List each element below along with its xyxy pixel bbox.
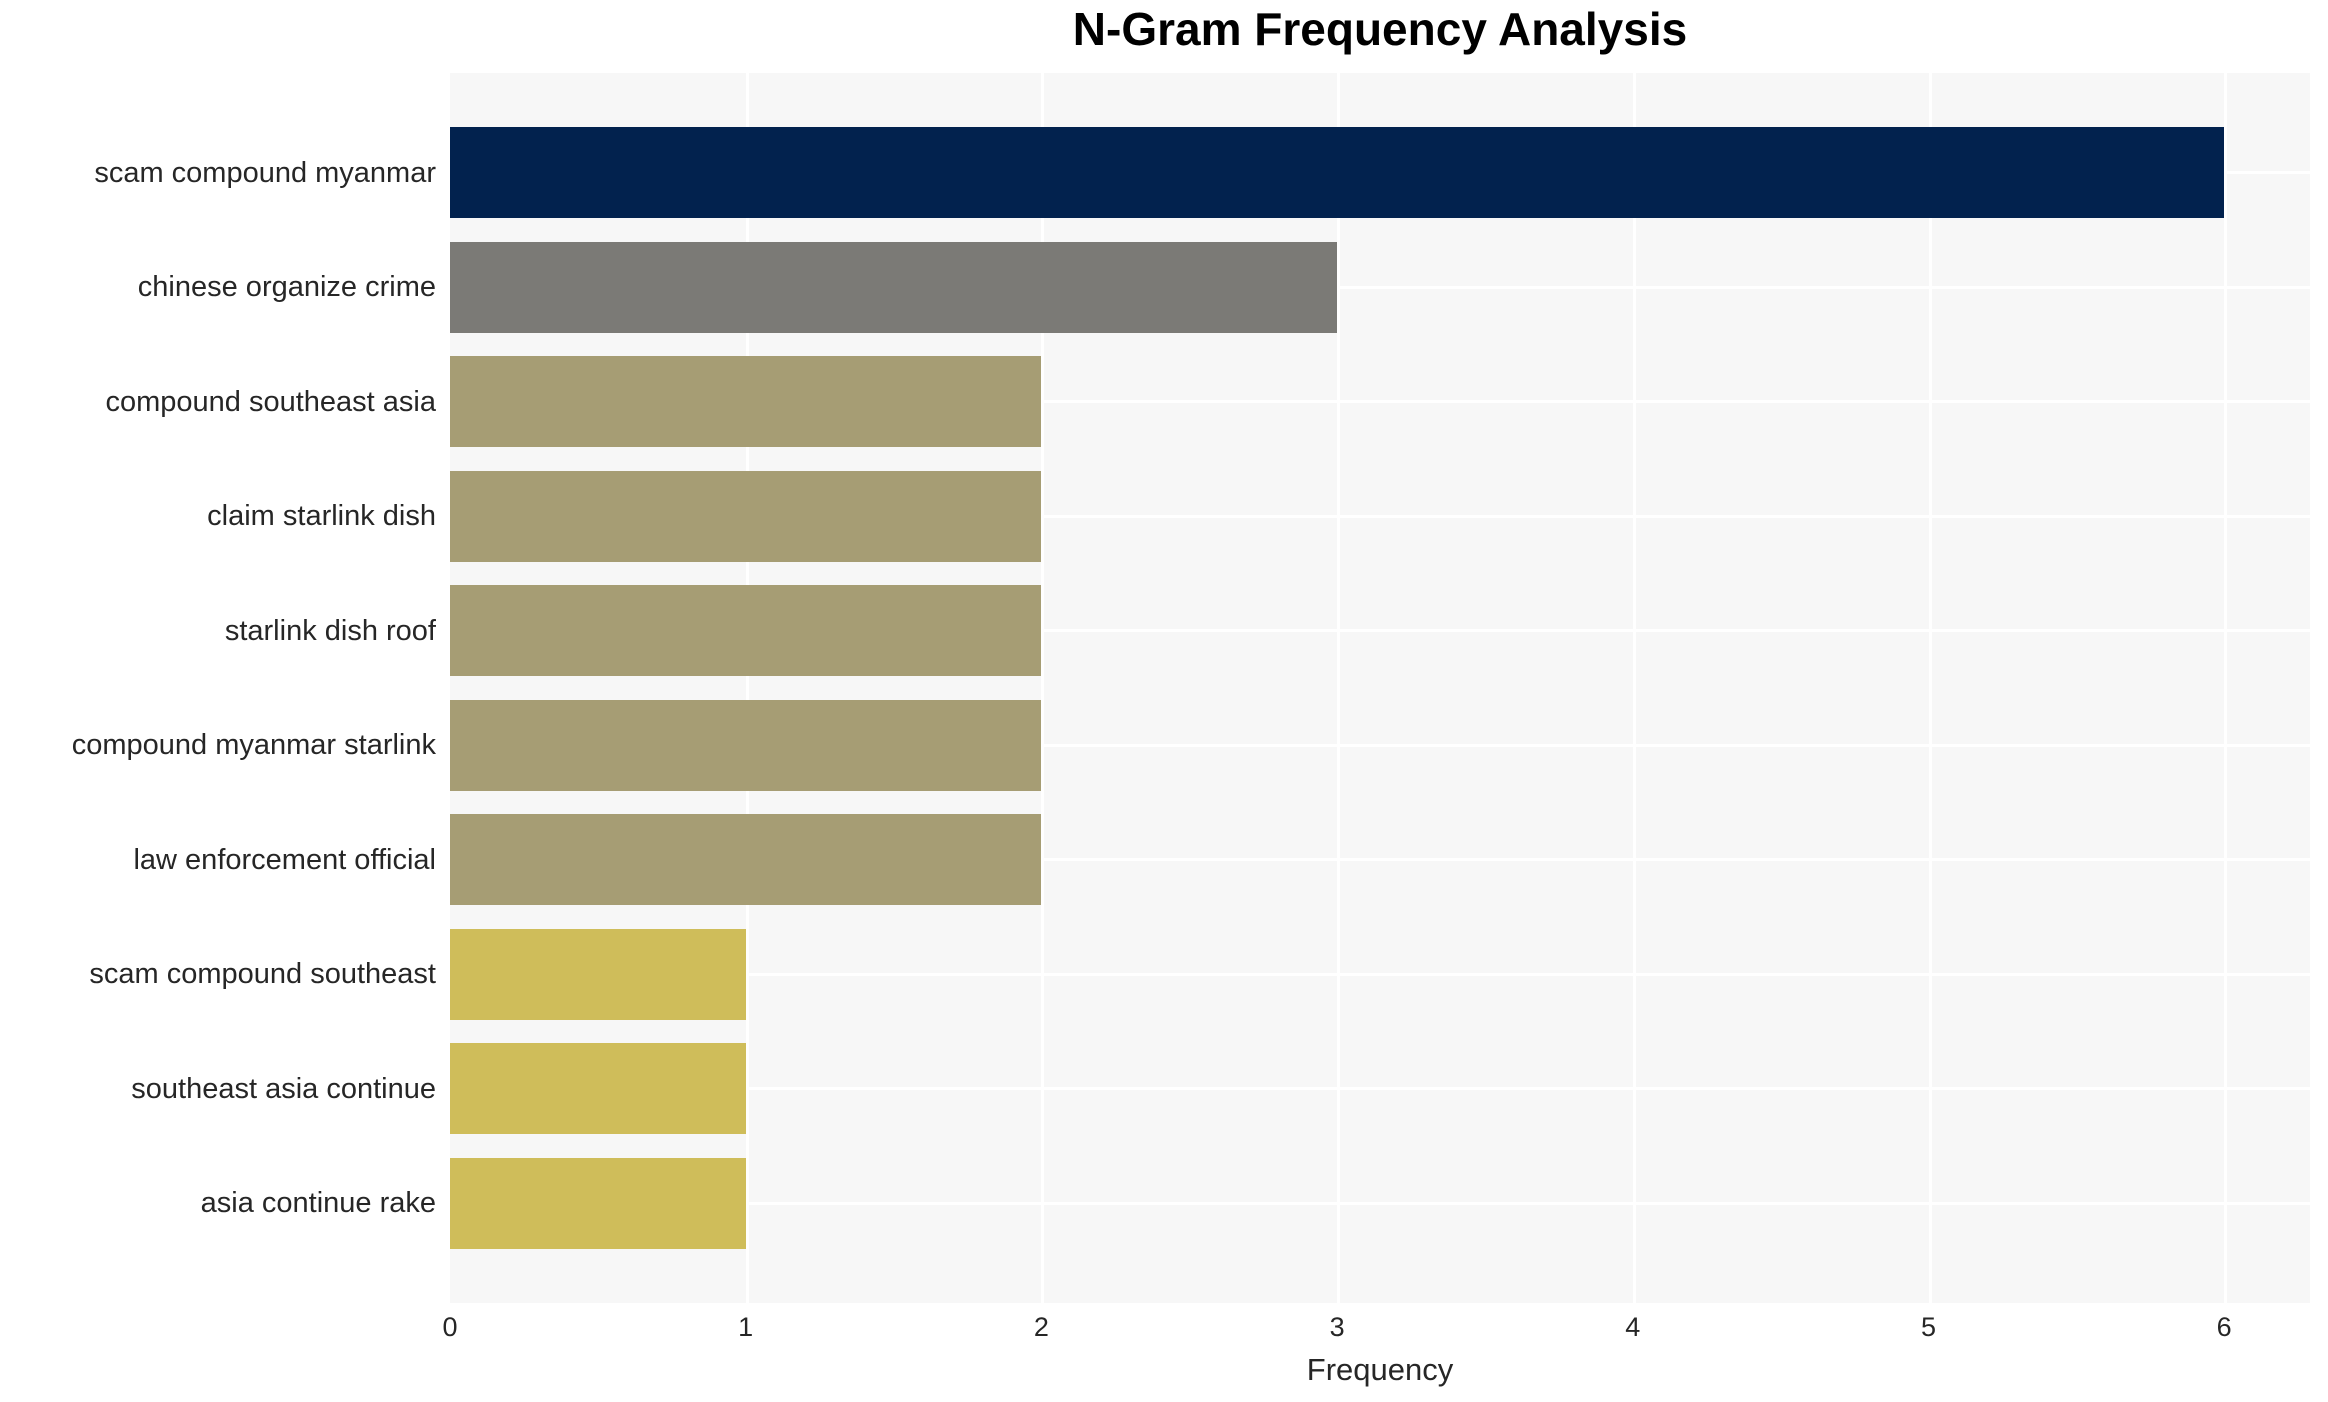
bar-asia-continue-rake bbox=[450, 1157, 746, 1249]
y-tick-label-3: claim starlink dish bbox=[207, 500, 436, 532]
bar-compound-southeast-asia bbox=[450, 356, 1042, 447]
x-tick-label-2: 2 bbox=[1033, 1312, 1049, 1342]
gridline-horizontal-4 bbox=[450, 629, 2310, 632]
gridline-horizontal-8 bbox=[450, 1087, 2310, 1090]
gridline-horizontal-7 bbox=[450, 972, 2310, 976]
x-tick-label-5: 5 bbox=[1920, 1312, 1937, 1342]
y-tick-label-6: law enforcement official bbox=[133, 843, 436, 876]
x-tick-label-3: 3 bbox=[1329, 1312, 1345, 1342]
gridline-vertical-2 bbox=[1041, 73, 1045, 1303]
bar-law-enforcement-official bbox=[450, 814, 1042, 905]
y-tick-label-5: compound myanmar starlink bbox=[71, 729, 436, 761]
x-tick-label-1: 1 bbox=[738, 1312, 754, 1342]
y-tick-label-9: asia continue rake bbox=[200, 1187, 436, 1219]
bar-starlink-dish-roof bbox=[450, 585, 1042, 676]
plot-area bbox=[450, 73, 2310, 1303]
x-tick-label-4: 4 bbox=[1625, 1312, 1641, 1342]
bar-scam-compound-southeast bbox=[450, 928, 746, 1020]
chart-title: N-Gram Frequency Analysis bbox=[1072, 3, 1688, 55]
x-tick-label-0: 0 bbox=[442, 1312, 458, 1342]
x-axis-label: Frequency bbox=[1306, 1352, 1454, 1387]
gridline-vertical-3 bbox=[1337, 73, 1341, 1303]
y-tick-label-2: compound southeast asia bbox=[105, 385, 437, 418]
gridline-vertical-4 bbox=[1632, 73, 1636, 1303]
gridline-horizontal-6 bbox=[450, 858, 2310, 861]
gridline-horizontal-1 bbox=[450, 285, 2310, 289]
y-tick-label-8: southeast asia continue bbox=[131, 1072, 436, 1105]
gridline-vertical-5 bbox=[1928, 73, 1932, 1303]
x-tick-label-6: 6 bbox=[2216, 1312, 2232, 1342]
bar-southeast-asia-continue bbox=[450, 1043, 746, 1134]
bar-claim-starlink-dish bbox=[450, 470, 1042, 562]
y-tick-label-7: scam compound southeast bbox=[89, 958, 436, 990]
gridline-horizontal-3 bbox=[450, 514, 2310, 518]
gridline-horizontal-9 bbox=[450, 1201, 2310, 1205]
gridline-horizontal-5 bbox=[450, 743, 2310, 747]
y-tick-label-0: scam compound myanmar bbox=[94, 156, 436, 189]
bar-compound-myanmar-starlink bbox=[450, 699, 1042, 791]
gridline-vertical-6 bbox=[2224, 73, 2228, 1303]
bar-chinese-organize-crime bbox=[450, 241, 1338, 333]
bar-scam-compound-myanmar bbox=[450, 127, 2225, 218]
gridline-horizontal-2 bbox=[450, 400, 2310, 403]
y-tick-label-1: chinese organize crime bbox=[137, 271, 436, 303]
y-tick-label-4: starlink dish roof bbox=[224, 614, 436, 647]
gridline-vertical-1 bbox=[745, 73, 749, 1303]
